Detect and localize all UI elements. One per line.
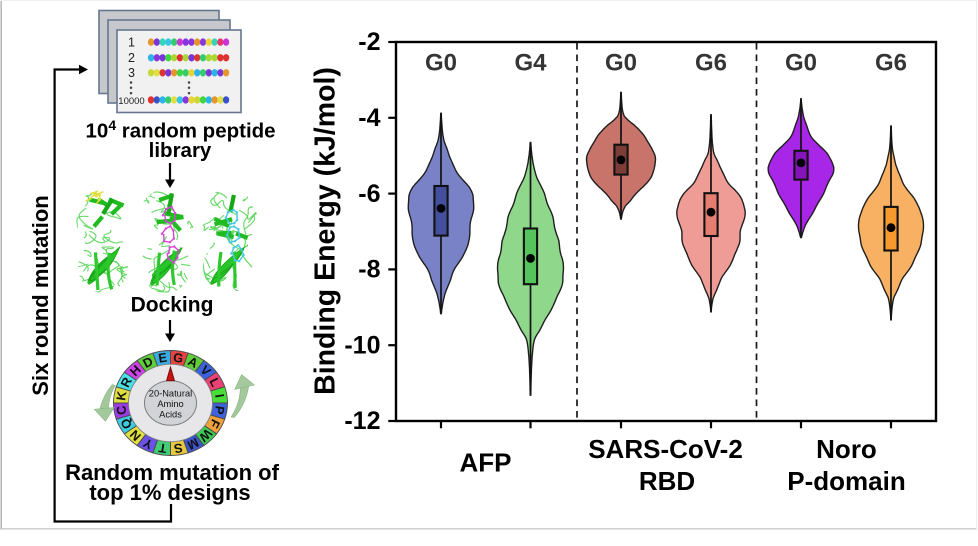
svg-text:G0: G0	[425, 50, 457, 77]
svg-text:-4: -4	[358, 104, 380, 132]
svg-text:SARS-CoV-2: SARS-CoV-2	[588, 434, 743, 464]
svg-text:3: 3	[128, 66, 135, 80]
svg-text:G0: G0	[605, 50, 637, 77]
svg-text:Docking: Docking	[131, 294, 214, 317]
svg-text:RBD: RBD	[639, 466, 695, 496]
svg-text:K: K	[113, 389, 129, 401]
svg-text:T: T	[157, 440, 167, 456]
svg-text:C: C	[113, 404, 129, 415]
svg-text:Noro: Noro	[816, 434, 877, 464]
svg-text:S: S	[172, 440, 183, 456]
svg-text:G6: G6	[695, 50, 727, 77]
svg-text:-6: -6	[358, 180, 380, 208]
svg-text:-10: -10	[344, 331, 380, 359]
svg-text:top 1% designs: top 1% designs	[89, 480, 250, 505]
svg-text:G: G	[172, 350, 184, 366]
svg-text:104 random peptide: 104 random peptide	[86, 117, 276, 143]
svg-text:10000: 10000	[118, 96, 144, 107]
svg-text:AFP: AFP	[460, 448, 512, 478]
svg-text:G4: G4	[514, 50, 547, 77]
svg-text:E: E	[157, 350, 168, 366]
svg-text:Binding Energy (kJ/mol): Binding Energy (kJ/mol)	[310, 67, 342, 395]
svg-text:G6: G6	[875, 50, 907, 77]
svg-text:1: 1	[128, 35, 135, 49]
svg-text:Six round mutation: Six round mutation	[28, 195, 53, 395]
svg-text:I: I	[212, 393, 227, 399]
svg-text:20-Natural: 20-Natural	[149, 389, 192, 399]
svg-text:2: 2	[128, 51, 135, 65]
svg-text:Random mutation of: Random mutation of	[65, 460, 280, 485]
svg-text:Acids: Acids	[159, 410, 182, 420]
svg-text:-12: -12	[344, 407, 380, 435]
svg-text:-8: -8	[358, 256, 380, 284]
svg-text:G0: G0	[785, 50, 817, 77]
svg-text:P: P	[212, 405, 228, 416]
svg-text:library: library	[149, 139, 212, 162]
svg-text:Amino: Amino	[157, 399, 183, 409]
svg-text:P-domain: P-domain	[787, 466, 905, 496]
svg-text:-2: -2	[358, 28, 380, 56]
